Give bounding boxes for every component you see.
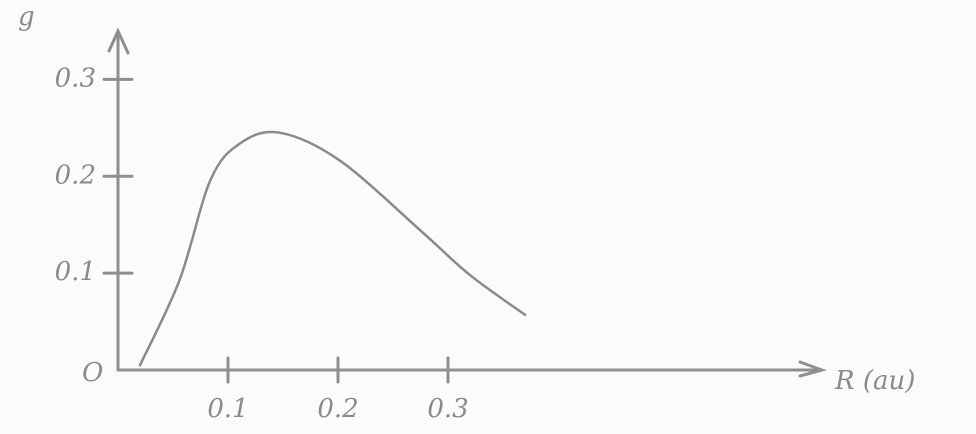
x-tick-label: 0.2: [317, 394, 358, 424]
y-axis: [109, 31, 128, 370]
x-axis: [118, 362, 822, 376]
y-axis-label: g: [18, 2, 35, 32]
x-tick-label: 0.1: [207, 394, 248, 424]
y-tick-label: 0.3: [55, 63, 96, 93]
origin-label: O: [82, 358, 103, 388]
x-tick-label: 0.3: [427, 394, 468, 424]
x-axis-label: R (au): [834, 366, 915, 396]
y-tick-label: 0.1: [55, 257, 96, 287]
curve: [140, 132, 525, 365]
chart: g R (au) O 0.1 0.2 0.3 0.1 0.2 0.3: [0, 0, 976, 434]
y-tick-label: 0.2: [55, 160, 96, 190]
